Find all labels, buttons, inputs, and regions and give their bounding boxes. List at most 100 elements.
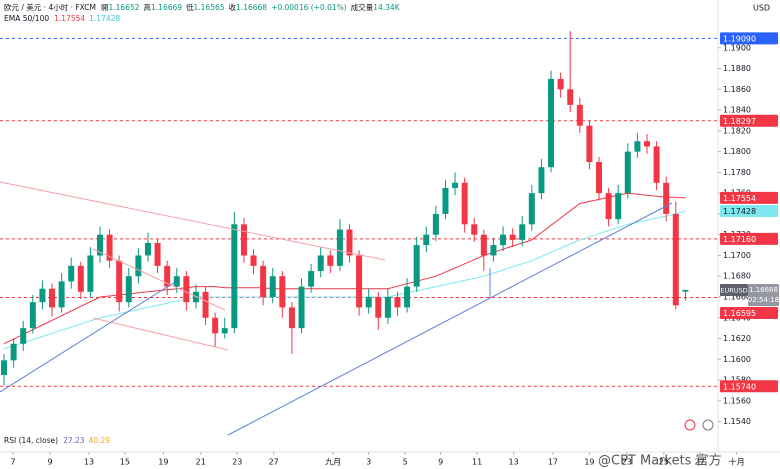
indicator-value: 1.17554: [54, 14, 85, 23]
candle-body: [586, 125, 593, 162]
y-tick-label: 1.1900: [723, 43, 751, 52]
y-tick-label: 1.1600: [723, 355, 751, 364]
ohlc-value: 1.16669: [151, 3, 182, 12]
candle-body: [308, 271, 315, 287]
change: +0.00016 (+0.01%): [271, 3, 347, 12]
trendline: [92, 317, 229, 351]
candle-body: [173, 276, 180, 287]
candle-body: [394, 297, 401, 308]
candle-body: [634, 141, 641, 152]
candle-body: [442, 187, 449, 214]
candle-body: [375, 297, 382, 318]
symbol: 欧元 / 美元 · 4小时 · FXCM: [4, 2, 96, 12]
candle-body: [672, 213, 679, 306]
price-label-box: [720, 191, 778, 204]
legend-line: 欧元 / 美元 · 4小时 · FXCM 開1.16652 高1.16669 低1.1…: [4, 2, 401, 12]
candle-body: [317, 255, 324, 272]
ohlc-label: 開: [101, 3, 109, 12]
candle-body: [576, 104, 583, 126]
candle-body: [413, 245, 420, 287]
candle-body: [471, 224, 478, 235]
volume-label: 成交量: [351, 2, 374, 12]
candle-body: [250, 255, 257, 266]
ohlc-label: 低: [186, 2, 194, 12]
alert-icon[interactable]: [684, 419, 696, 431]
rsi-value: 27.23: [63, 436, 85, 445]
candle-body: [10, 343, 17, 361]
symbol-label: EURUSD: [720, 286, 747, 294]
price-label-box: [720, 306, 778, 319]
candle-body: [77, 265, 84, 292]
x-tick-label: 9: [48, 458, 53, 467]
price-label: 1.15740: [723, 382, 756, 391]
candle-body: [682, 289, 689, 292]
candle-body: [461, 182, 468, 225]
ohlc-label: 收: [229, 2, 237, 12]
candle-body: [221, 328, 228, 334]
rsi-value: 40.29: [89, 436, 111, 445]
symbol-label-box: [720, 283, 748, 296]
y-tick-label: 1.1800: [723, 147, 751, 156]
candle-body: [500, 234, 507, 246]
price-label: 1.19090: [723, 34, 756, 43]
candle-body: [423, 234, 430, 246]
x-tick-label: 九月: [325, 458, 341, 467]
drawings: [0, 181, 673, 436]
x-tick-label: 25: [659, 458, 669, 467]
x-tick-label: 17: [548, 458, 558, 467]
price-label-box: [720, 380, 778, 393]
candle-body: [452, 182, 459, 188]
watermark: @CPT Markets 官方: [598, 453, 722, 469]
x-tick-label: 3: [366, 458, 371, 467]
candle-body: [548, 78, 555, 168]
candle-body: [509, 234, 516, 240]
candle-body: [58, 281, 65, 308]
settings-icon[interactable]: [702, 419, 714, 431]
y-tick-label: 1.1820: [723, 126, 751, 135]
candle-body: [346, 229, 353, 256]
candle-body: [20, 328, 27, 344]
candle-body: [106, 234, 113, 261]
candle-body: [528, 193, 535, 225]
rsi-legend: RSI (14, close) 27.23 40.29: [4, 436, 110, 445]
y-tick-label: 1.1620: [723, 334, 751, 343]
y-tick-label: 1.1780: [723, 168, 751, 177]
candle-body: [202, 291, 209, 318]
candle-body: [519, 224, 526, 240]
plot: [0, 31, 718, 387]
candle-body: [480, 234, 487, 256]
candle-body: [135, 255, 142, 277]
ema-line: [3, 210, 686, 350]
x-tick-label: 19: [158, 458, 168, 467]
candle-body: [288, 307, 295, 329]
candle-body: [260, 265, 267, 297]
candle-body: [643, 141, 650, 147]
price-label-box: [748, 283, 779, 306]
candle-body: [279, 276, 286, 308]
rsi-label: RSI (14, close): [4, 436, 58, 445]
candle-body: [567, 89, 574, 105]
indicator-label: EMA 50/100: [4, 14, 49, 23]
y-tick-label: 1.1700: [723, 251, 751, 260]
candle-body: [68, 265, 75, 282]
candle-body: [29, 302, 36, 329]
candle-body: [116, 260, 123, 303]
ohlc-label: 高: [144, 2, 152, 12]
candle-body: [298, 286, 305, 329]
candle-body: [615, 193, 622, 220]
countdown: 02:54:18: [748, 296, 779, 304]
price-label: 1.17554: [723, 194, 756, 203]
candle-body: [596, 162, 603, 194]
x-tick-label: 19: [584, 458, 594, 467]
x-tick-label: 7: [11, 458, 16, 467]
candle-body: [1, 360, 8, 375]
candle-body: [231, 224, 238, 329]
x-tick-label: 13: [84, 458, 94, 467]
price-label: 1.16595: [723, 309, 756, 318]
y-tick-label: 1.1880: [723, 64, 751, 73]
candle-body: [336, 229, 343, 266]
x-tick-label: 9: [438, 458, 443, 467]
candle-body: [240, 224, 247, 256]
